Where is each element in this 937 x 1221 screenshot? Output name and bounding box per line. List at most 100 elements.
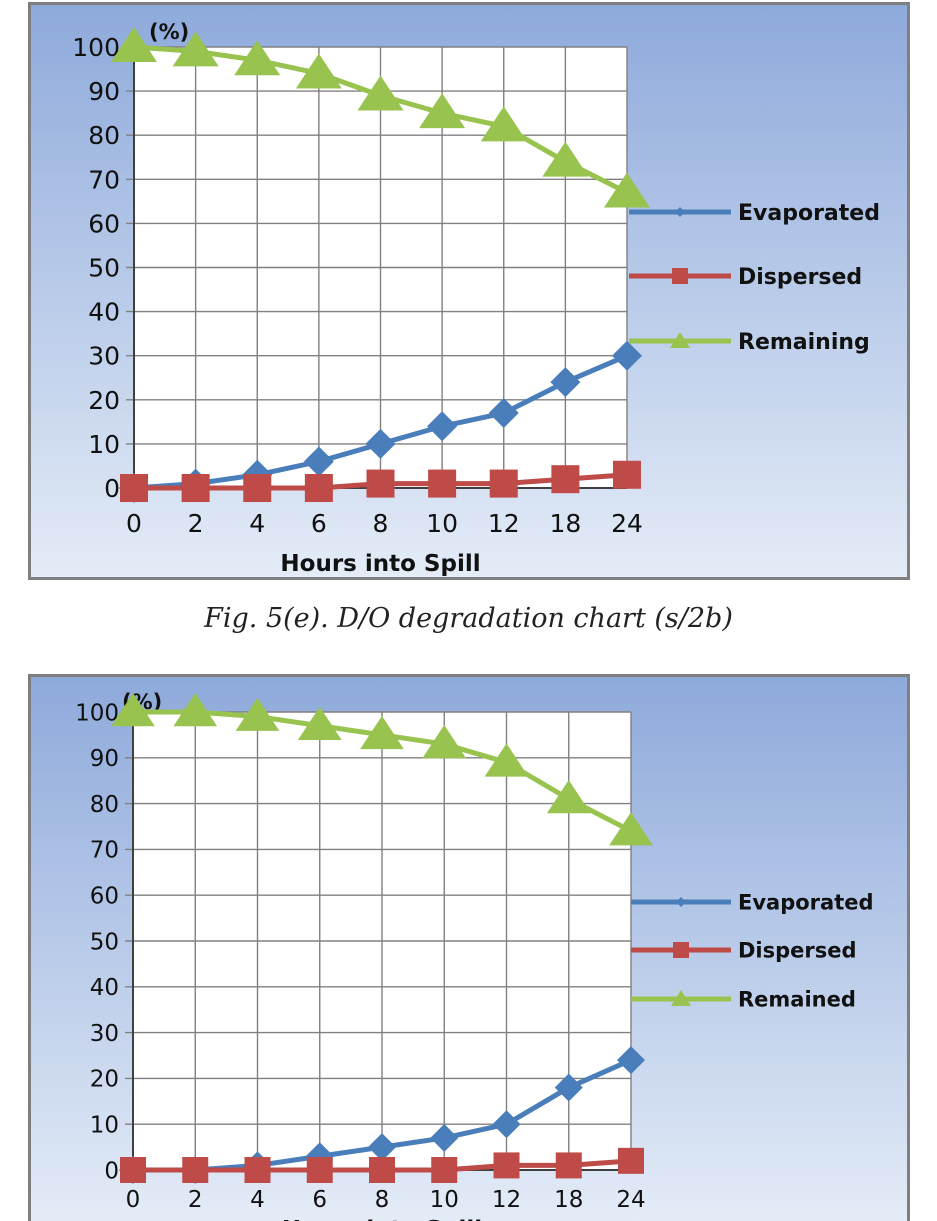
legend-marker bbox=[671, 990, 691, 1006]
x-axis-label: Hours into Spill bbox=[280, 551, 480, 577]
x-tick-label: 8 bbox=[375, 1187, 390, 1213]
data-point bbox=[120, 1157, 146, 1183]
data-point bbox=[617, 1046, 645, 1075]
x-tick-label: 0 bbox=[126, 1187, 141, 1213]
data-point bbox=[365, 428, 396, 459]
legend-label: Evaporated bbox=[738, 891, 874, 915]
x-tick-label: 10 bbox=[426, 509, 458, 538]
data-point bbox=[235, 697, 280, 731]
x-tick-label: 18 bbox=[554, 1187, 583, 1213]
data-point bbox=[111, 27, 157, 62]
data-point bbox=[369, 1157, 395, 1183]
data-point bbox=[484, 743, 529, 777]
data-point bbox=[419, 93, 466, 129]
data-point bbox=[357, 75, 404, 111]
data-point bbox=[234, 40, 281, 76]
legend-label: Dispersed bbox=[738, 939, 857, 963]
y-tick-label: 10 bbox=[90, 1112, 119, 1138]
legend-marker bbox=[672, 268, 688, 284]
legend: Evaporated Dispersed Remaining bbox=[629, 201, 880, 355]
y-tick-label: 40 bbox=[90, 975, 119, 1001]
data-point bbox=[493, 1152, 520, 1179]
x-tick-label: 18 bbox=[549, 509, 581, 538]
y-tick-label: 80 bbox=[90, 792, 119, 818]
legend-marker bbox=[676, 897, 686, 907]
y-tick-label: 70 bbox=[88, 165, 120, 194]
data-point bbox=[243, 474, 272, 502]
data-point bbox=[366, 469, 395, 498]
data-point bbox=[555, 1152, 582, 1179]
data-point bbox=[488, 398, 519, 429]
figure-caption: Fig. 5(e). D/O degradation chart (s/2b) bbox=[204, 603, 733, 634]
x-tick-label: 12 bbox=[488, 509, 520, 538]
data-point bbox=[612, 340, 642, 371]
chart-1: 0 10 20 30 40 50 60 70 80 90 100 0 2 4 6 8 10 12 18 24 (%) Ho… bbox=[28, 2, 910, 580]
data-point bbox=[427, 411, 458, 442]
data-point bbox=[182, 1157, 209, 1183]
legend-label: Dispersed bbox=[738, 265, 862, 290]
data-point bbox=[244, 1157, 271, 1183]
x-tick-label: 6 bbox=[311, 509, 327, 538]
y-tick-label: 10 bbox=[88, 430, 120, 459]
data-point bbox=[554, 1073, 583, 1102]
x-tick-label: 24 bbox=[616, 1187, 645, 1213]
data-point bbox=[297, 706, 342, 740]
x-tick-label: 4 bbox=[250, 1187, 265, 1213]
x-tick-label: 2 bbox=[188, 509, 204, 538]
y-tick-label: 30 bbox=[88, 342, 120, 371]
x-tick-label: 12 bbox=[492, 1187, 521, 1213]
x-tick-label: 10 bbox=[430, 1187, 459, 1213]
y-tick-label: 0 bbox=[104, 1158, 119, 1184]
series-triangle bbox=[111, 27, 650, 208]
y-tick-label: 100 bbox=[75, 700, 119, 726]
y-tick-label: 30 bbox=[90, 1021, 119, 1047]
y-tick-label: 60 bbox=[90, 883, 119, 909]
legend-label: Remaining bbox=[738, 330, 870, 355]
data-point bbox=[550, 367, 581, 398]
data-point bbox=[120, 474, 148, 502]
y-tick-label: 50 bbox=[88, 254, 120, 283]
data-point bbox=[551, 465, 580, 494]
data-point bbox=[111, 693, 155, 727]
series-triangle bbox=[111, 693, 653, 846]
data-point bbox=[492, 1110, 521, 1139]
data-point bbox=[181, 474, 210, 502]
data-point bbox=[172, 31, 219, 67]
y-tick-label: 90 bbox=[88, 77, 120, 106]
legend: Evaporated Dispersed Remained bbox=[631, 891, 874, 1012]
y-tick-label: 70 bbox=[90, 838, 119, 864]
data-point bbox=[173, 693, 218, 727]
data-point bbox=[306, 1157, 333, 1183]
x-tick-label: 6 bbox=[312, 1187, 327, 1213]
y-tick-label: 0 bbox=[104, 474, 120, 503]
x-axis-label: Hours into Spill bbox=[282, 1217, 482, 1221]
data-point bbox=[422, 725, 467, 759]
data-point bbox=[618, 1147, 644, 1174]
legend-item: Dispersed bbox=[629, 265, 862, 290]
legend-label: Evaporated bbox=[738, 201, 880, 226]
legend-item: Remained bbox=[631, 988, 856, 1012]
data-point bbox=[428, 469, 457, 498]
data-point bbox=[480, 106, 527, 142]
legend-item: Evaporated bbox=[631, 891, 874, 915]
series-square bbox=[120, 1147, 644, 1183]
legend-marker bbox=[675, 207, 685, 217]
x-tick-label: 0 bbox=[126, 509, 142, 538]
legend-item: Remaining bbox=[629, 330, 870, 355]
data-point bbox=[489, 469, 518, 498]
data-point bbox=[431, 1157, 458, 1183]
data-point bbox=[604, 172, 650, 208]
legend-label: Remained bbox=[738, 988, 856, 1012]
legend-item: Dispersed bbox=[631, 939, 857, 963]
y-tick-label: 20 bbox=[88, 386, 120, 415]
legend-item: Evaporated bbox=[629, 201, 880, 226]
y-axis-label: (%) bbox=[149, 20, 189, 44]
chart-svg-2: 01020304050607080901000246810121824(%)Ho… bbox=[31, 677, 907, 1221]
y-tick-label: 20 bbox=[90, 1067, 119, 1093]
data-point bbox=[542, 141, 589, 177]
data-point bbox=[360, 715, 404, 750]
x-tick-label: 8 bbox=[373, 509, 389, 538]
data-point bbox=[303, 446, 334, 477]
data-point bbox=[368, 1133, 396, 1162]
